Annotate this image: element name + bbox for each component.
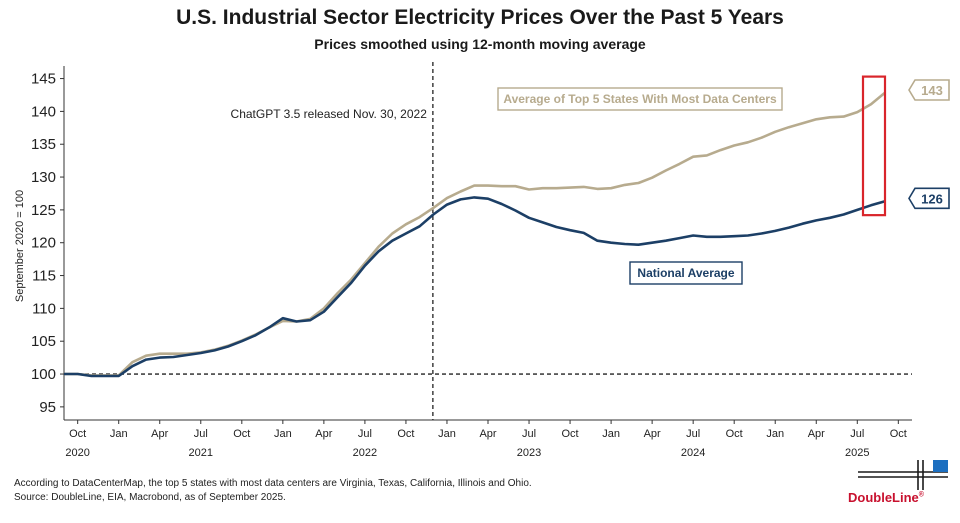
y-tick-label: 125 <box>31 202 56 219</box>
x-tick-label: Apr <box>808 428 825 440</box>
top5-end-label-box <box>908 79 950 101</box>
x-tick-label: Jul <box>686 428 700 440</box>
x-tick-label: Jan <box>274 428 292 440</box>
x-tick-label: Apr <box>479 428 496 440</box>
x-tick-label: Apr <box>644 428 661 440</box>
chart-subtitle: Prices smoothed using 12-month moving av… <box>314 36 646 52</box>
y-tick-label: 120 <box>31 235 56 252</box>
latest-highlight-box <box>861 75 887 217</box>
x-tick-label: Jan <box>766 428 784 440</box>
x-tick-label: Oct <box>397 428 414 440</box>
x-tick-label: Oct <box>562 428 579 440</box>
x-tick-label: Oct <box>233 428 250 440</box>
national-legend-label: National Average <box>637 266 734 280</box>
x-year-label: 2020 <box>65 447 89 459</box>
x-tick-label: Jul <box>358 428 372 440</box>
x-tick-label: Oct <box>890 428 907 440</box>
national-end-label: 126 <box>921 191 943 206</box>
footnote-data-centers: According to DataCenterMap, the top 5 st… <box>14 478 532 489</box>
x-tick-label: Jan <box>110 428 128 440</box>
x-year-label: 2022 <box>353 447 377 459</box>
x-tick-label: Jan <box>438 428 456 440</box>
x-year-label: 2021 <box>189 447 213 459</box>
y-axis-label: September 2020 = 100 <box>14 190 26 302</box>
national-end-label-box <box>908 187 950 210</box>
y-tick-label: 105 <box>31 333 56 350</box>
footnote-source: Source: DoubleLine, EIA, Macrobond, as o… <box>14 492 286 503</box>
y-tick-label: 115 <box>32 268 56 285</box>
top5-legend-label-box <box>497 87 783 111</box>
y-tick-label: 100 <box>31 366 56 383</box>
y-tick-label: 110 <box>32 300 56 317</box>
y-tick-label: 140 <box>31 103 56 120</box>
x-tick-label: Oct <box>726 428 743 440</box>
y-tick-label: 130 <box>31 169 56 186</box>
x-tick-label: Jan <box>602 428 620 440</box>
x-tick-label: Jul <box>522 428 536 440</box>
x-year-label: 2025 <box>845 447 869 459</box>
top5-legend-label: Average of Top 5 States With Most Data C… <box>503 92 777 106</box>
y-tick-label: 145 <box>31 71 56 88</box>
doubleline-logo-text: DoubleLine® <box>848 490 924 505</box>
x-tick-label: Jul <box>194 428 208 440</box>
x-tick-label: Apr <box>151 428 168 440</box>
national-series-line <box>64 196 885 378</box>
chart-title: U.S. Industrial Sector Electricity Price… <box>176 6 784 29</box>
national-legend-label-box <box>629 261 743 285</box>
doubleline-logo: DoubleLine® <box>848 460 948 515</box>
x-tick-label: Jul <box>850 428 864 440</box>
y-tick-label: 95 <box>39 399 56 416</box>
x-tick-label: Oct <box>69 428 86 440</box>
top5-end-label: 143 <box>921 83 943 98</box>
event-label: ChatGPT 3.5 released Nov. 30, 2022 <box>231 107 428 121</box>
x-year-label: 2023 <box>517 447 541 459</box>
x-year-label: 2024 <box>681 447 705 459</box>
x-tick-label: Apr <box>315 428 332 440</box>
doubleline-logo-mark-icon <box>858 460 948 490</box>
y-tick-label: 135 <box>31 136 56 153</box>
